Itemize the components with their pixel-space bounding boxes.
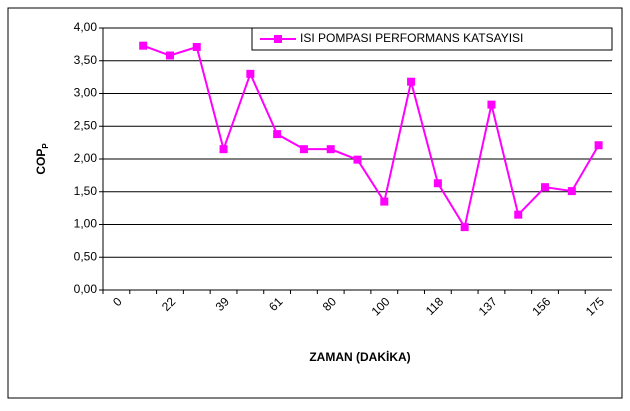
data-point: [219, 145, 228, 154]
data-point: [192, 42, 201, 51]
data-point: [594, 141, 603, 150]
y-tick-label: 1,00: [74, 217, 98, 231]
y-tick-label: 2,50: [74, 118, 98, 132]
legend-box: [251, 27, 613, 51]
data-point: [407, 77, 416, 86]
y-tick-label: 3,50: [74, 53, 98, 67]
y-axis-label-sub: P: [41, 143, 50, 149]
data-point: [353, 155, 362, 164]
data-point: [246, 69, 255, 78]
y-axis-label-main: COP: [34, 149, 48, 175]
y-tick-label: 3,00: [74, 86, 98, 100]
data-line: [142, 44, 600, 230]
chart-border: [7, 7, 623, 399]
y-axis-label: COPP: [34, 143, 50, 175]
data-point: [273, 130, 282, 139]
legend-marker: [274, 35, 282, 43]
data-point: [514, 210, 523, 219]
x-axis-label: ZAMAN (DAKİKA): [309, 349, 410, 364]
data-point: [487, 100, 496, 109]
legend-label: ISI POMPASI PERFORMANS KATSAYISI: [300, 31, 523, 45]
y-tick-label: 4,00: [74, 20, 98, 34]
data-point: [299, 145, 308, 154]
y-tick-label: 0,00: [74, 282, 98, 296]
data-point: [165, 51, 174, 60]
y-tick-label: 2,00: [74, 151, 98, 165]
data-point: [541, 183, 550, 192]
data-point: [567, 187, 576, 196]
y-tick-label: 0,50: [74, 249, 98, 263]
data-point: [139, 41, 148, 50]
data-point: [326, 145, 335, 154]
data-point: [460, 223, 469, 232]
data-point: [380, 197, 389, 206]
data-point: [433, 179, 442, 188]
y-tick-label: 1,50: [74, 184, 98, 198]
